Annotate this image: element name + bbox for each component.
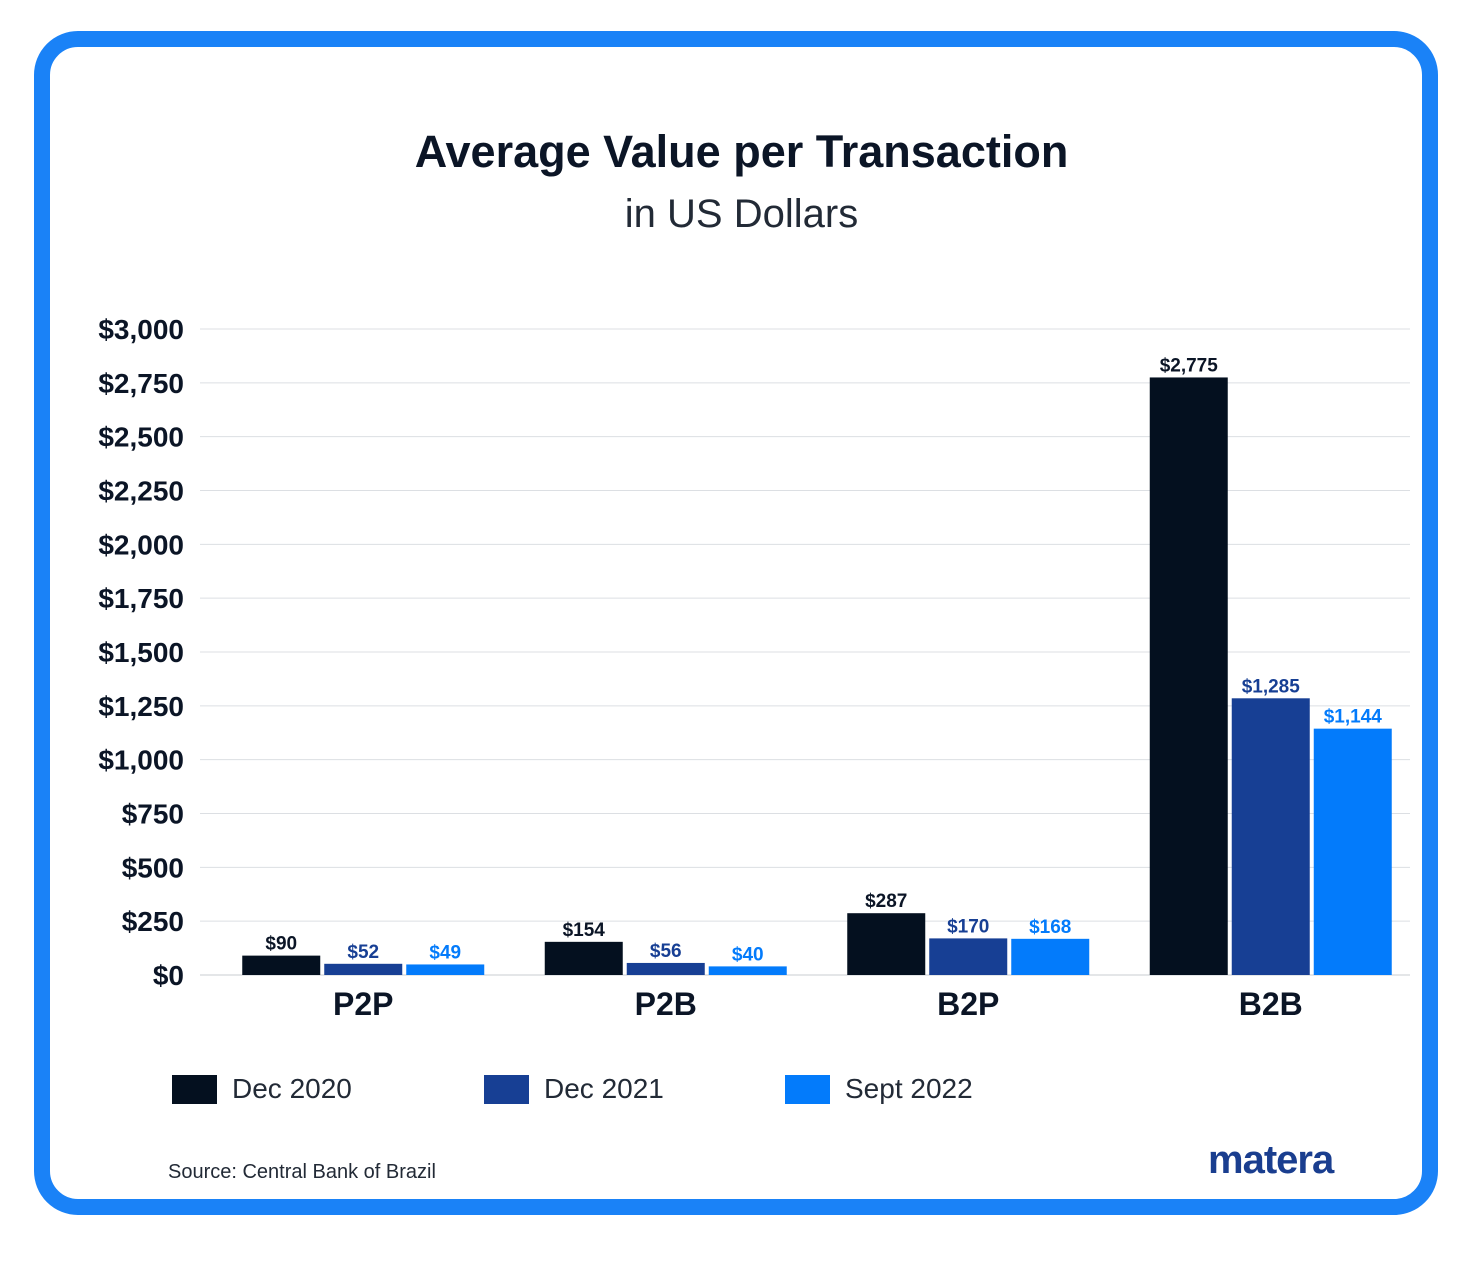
x-tick-label: B2P — [937, 986, 999, 1022]
bar-b2p-dec-2021 — [929, 938, 1008, 975]
y-tick-label: $1,750 — [98, 583, 184, 614]
data-label: $2,775 — [1160, 355, 1219, 376]
data-label: $90 — [265, 934, 297, 955]
legend-label: Dec 2020 — [232, 1073, 352, 1104]
bar-p2p-dec-2021 — [324, 963, 403, 975]
bar-p2b-sept-2022 — [708, 966, 787, 975]
bar-b2b-dec-2021 — [1231, 698, 1310, 975]
legend-swatch — [785, 1075, 830, 1104]
data-label: $56 — [650, 941, 682, 962]
legend-label: Dec 2021 — [544, 1073, 664, 1104]
data-label: $154 — [563, 920, 606, 941]
legend-label: Sept 2022 — [845, 1073, 973, 1104]
bar-p2p-sept-2022 — [406, 964, 485, 975]
y-tick-label: $250 — [122, 906, 184, 937]
data-label: $49 — [429, 942, 461, 963]
y-tick-label: $0 — [153, 960, 184, 991]
bar-p2b-dec-2020 — [544, 941, 623, 975]
x-tick-label: P2B — [635, 986, 697, 1022]
y-tick-label: $2,250 — [98, 476, 184, 507]
y-tick-label: $2,750 — [98, 368, 184, 399]
y-tick-label: $1,250 — [98, 691, 184, 722]
data-label: $287 — [865, 891, 907, 912]
data-label: $52 — [347, 942, 379, 963]
chart-title: Average Value per Transaction — [414, 126, 1069, 177]
y-tick-label: $2,000 — [98, 529, 184, 560]
x-tick-label: B2B — [1239, 986, 1303, 1022]
y-tick-label: $750 — [122, 799, 184, 830]
bar-p2p-dec-2020 — [242, 955, 321, 975]
bar-b2b-sept-2022 — [1313, 728, 1392, 975]
data-label: $168 — [1029, 917, 1071, 938]
bar-b2b-dec-2020 — [1149, 377, 1228, 975]
bar-b2p-dec-2020 — [847, 913, 926, 975]
legend-swatch — [172, 1075, 217, 1104]
y-tick-label: $3,000 — [98, 314, 184, 345]
source-note: Source: Central Bank of Brazil — [168, 1161, 436, 1183]
data-label: $170 — [947, 916, 989, 937]
y-tick-label: $1,000 — [98, 745, 184, 776]
x-tick-label: P2P — [333, 986, 393, 1022]
bar-b2p-sept-2022 — [1011, 938, 1090, 975]
matera-logo: matera — [1208, 1138, 1334, 1182]
y-tick-label: $1,500 — [98, 637, 184, 668]
y-tick-label: $500 — [122, 852, 184, 883]
bar-p2b-dec-2021 — [626, 962, 705, 975]
y-tick-label: $2,500 — [98, 422, 184, 453]
chart-subtitle: in US Dollars — [624, 192, 859, 236]
data-label: $1,285 — [1242, 676, 1301, 697]
data-label: $1,144 — [1324, 707, 1383, 728]
data-label: $40 — [732, 944, 764, 965]
legend-swatch — [484, 1075, 529, 1104]
